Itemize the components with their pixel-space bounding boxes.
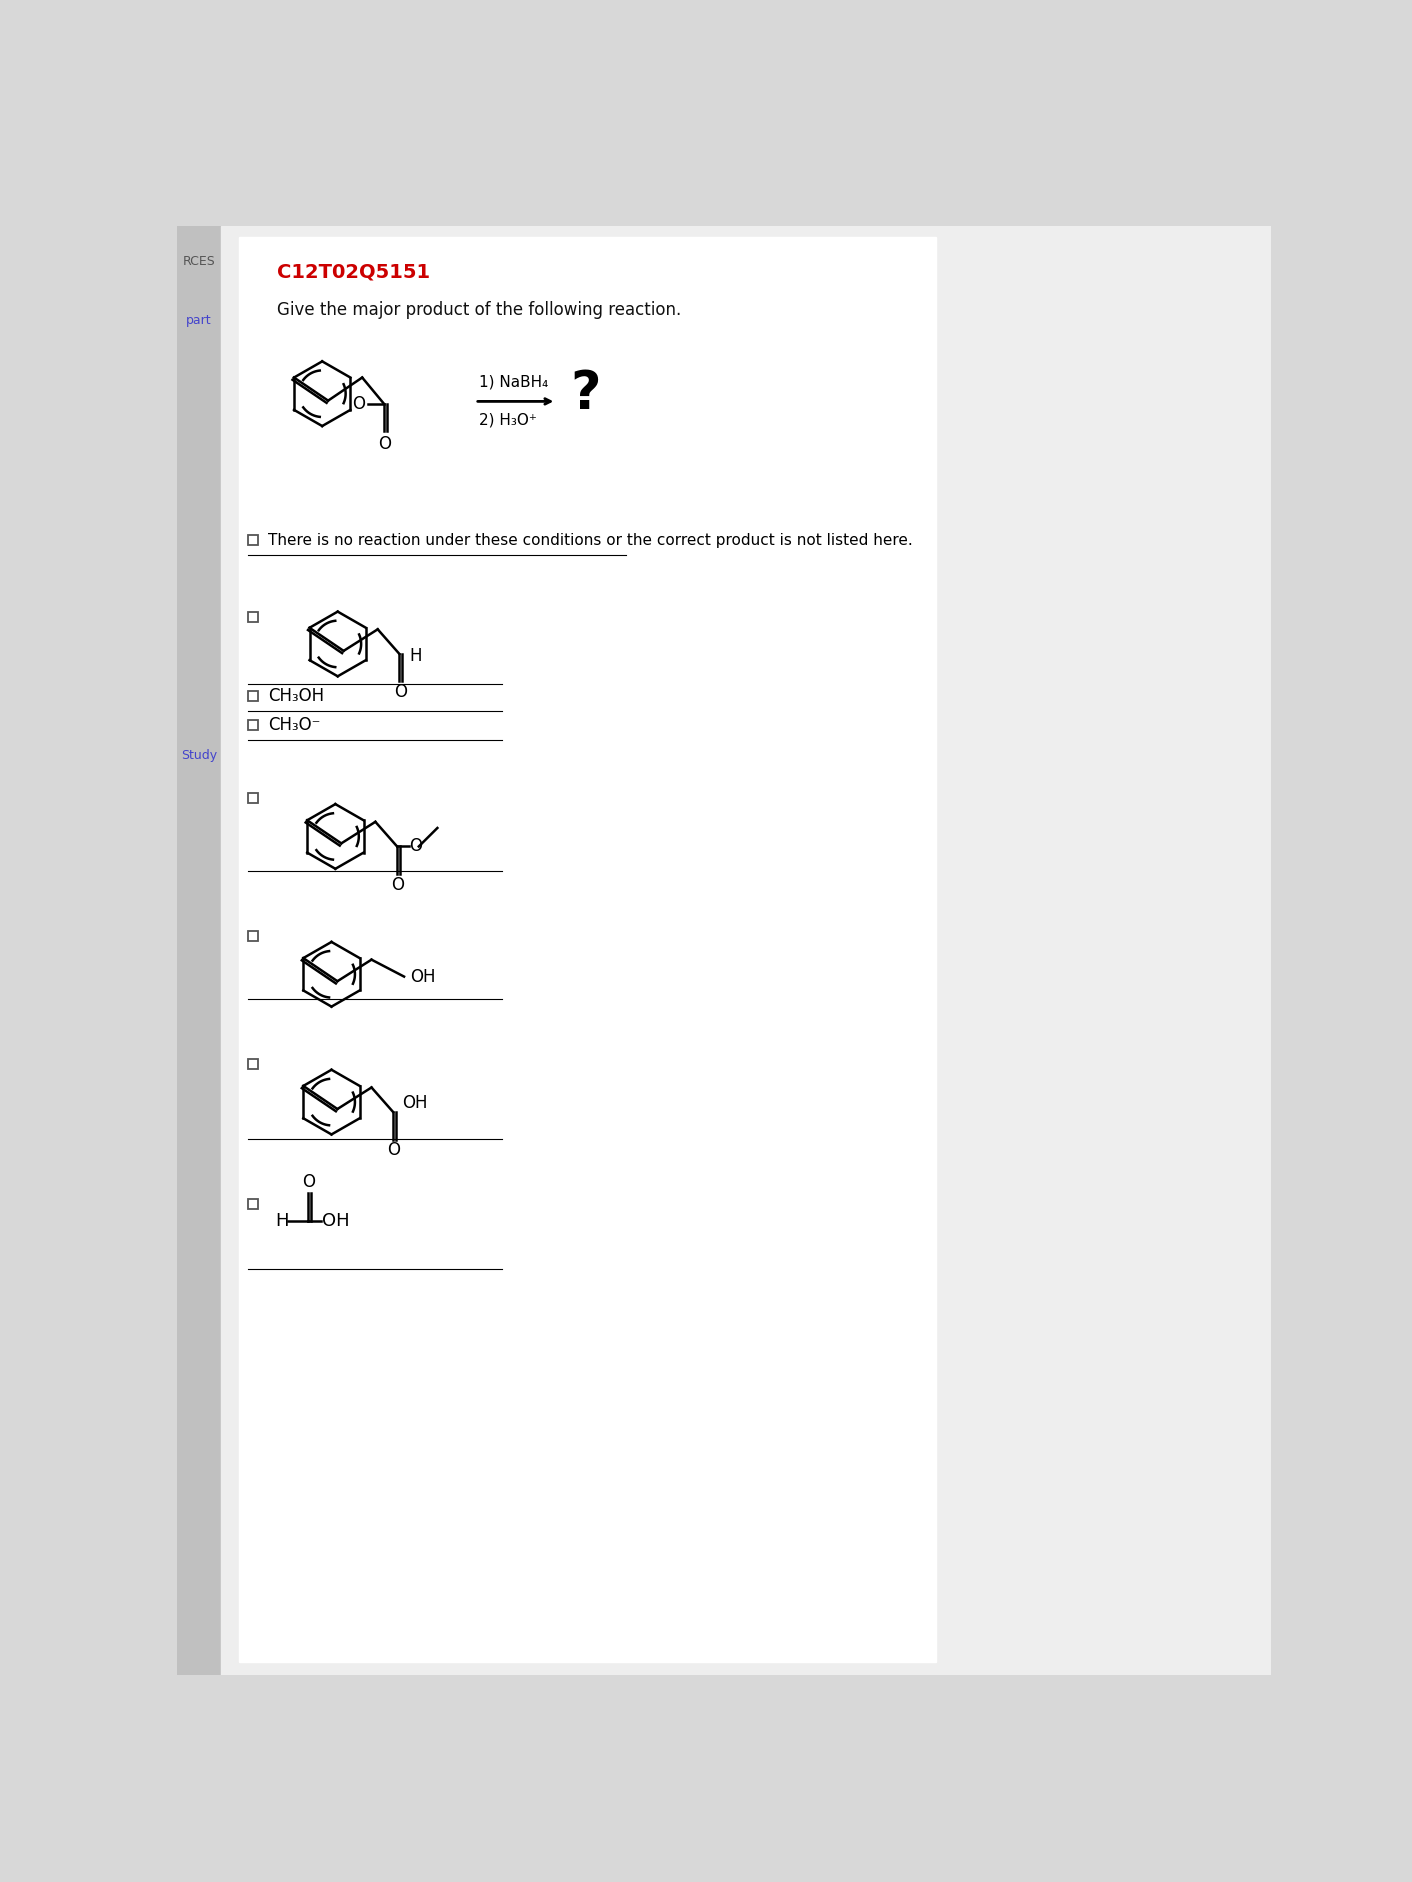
Text: O: O [409, 837, 422, 856]
Bar [239, 237, 936, 1662]
Text: O: O [394, 683, 407, 702]
Text: H: H [409, 647, 422, 664]
Text: ?: ? [570, 367, 600, 420]
Text: O: O [391, 875, 404, 894]
Text: Study: Study [181, 749, 217, 762]
Text: OH: OH [402, 1093, 428, 1112]
Bar [247, 612, 258, 623]
Bar [247, 691, 258, 700]
Text: O: O [387, 1140, 401, 1159]
Text: CH₃O⁻: CH₃O⁻ [268, 715, 321, 734]
Text: H: H [275, 1212, 288, 1229]
Bar [247, 1199, 258, 1208]
Text: part: part [186, 314, 212, 327]
Text: OH: OH [322, 1212, 350, 1229]
Text: CH₃OH: CH₃OH [268, 687, 325, 704]
Text: O: O [302, 1172, 315, 1191]
Text: There is no reaction under these conditions or the correct product is not listed: There is no reaction under these conditi… [268, 533, 912, 548]
Bar [247, 534, 258, 546]
Bar [247, 932, 258, 941]
Bar [176, 226, 222, 1675]
Text: O: O [378, 435, 391, 452]
Text: C12T02Q5151: C12T02Q5151 [277, 263, 431, 282]
Text: 2) H₃O⁺: 2) H₃O⁺ [479, 412, 537, 427]
Text: 1) NaBH₄: 1) NaBH₄ [479, 375, 548, 390]
Text: O: O [353, 395, 366, 412]
Text: OH: OH [411, 967, 436, 986]
Text: Give the major product of the following reaction.: Give the major product of the following … [277, 301, 682, 320]
Text: RCES: RCES [182, 256, 216, 267]
Bar [247, 719, 258, 730]
Bar [247, 792, 258, 804]
Bar [247, 1058, 258, 1069]
